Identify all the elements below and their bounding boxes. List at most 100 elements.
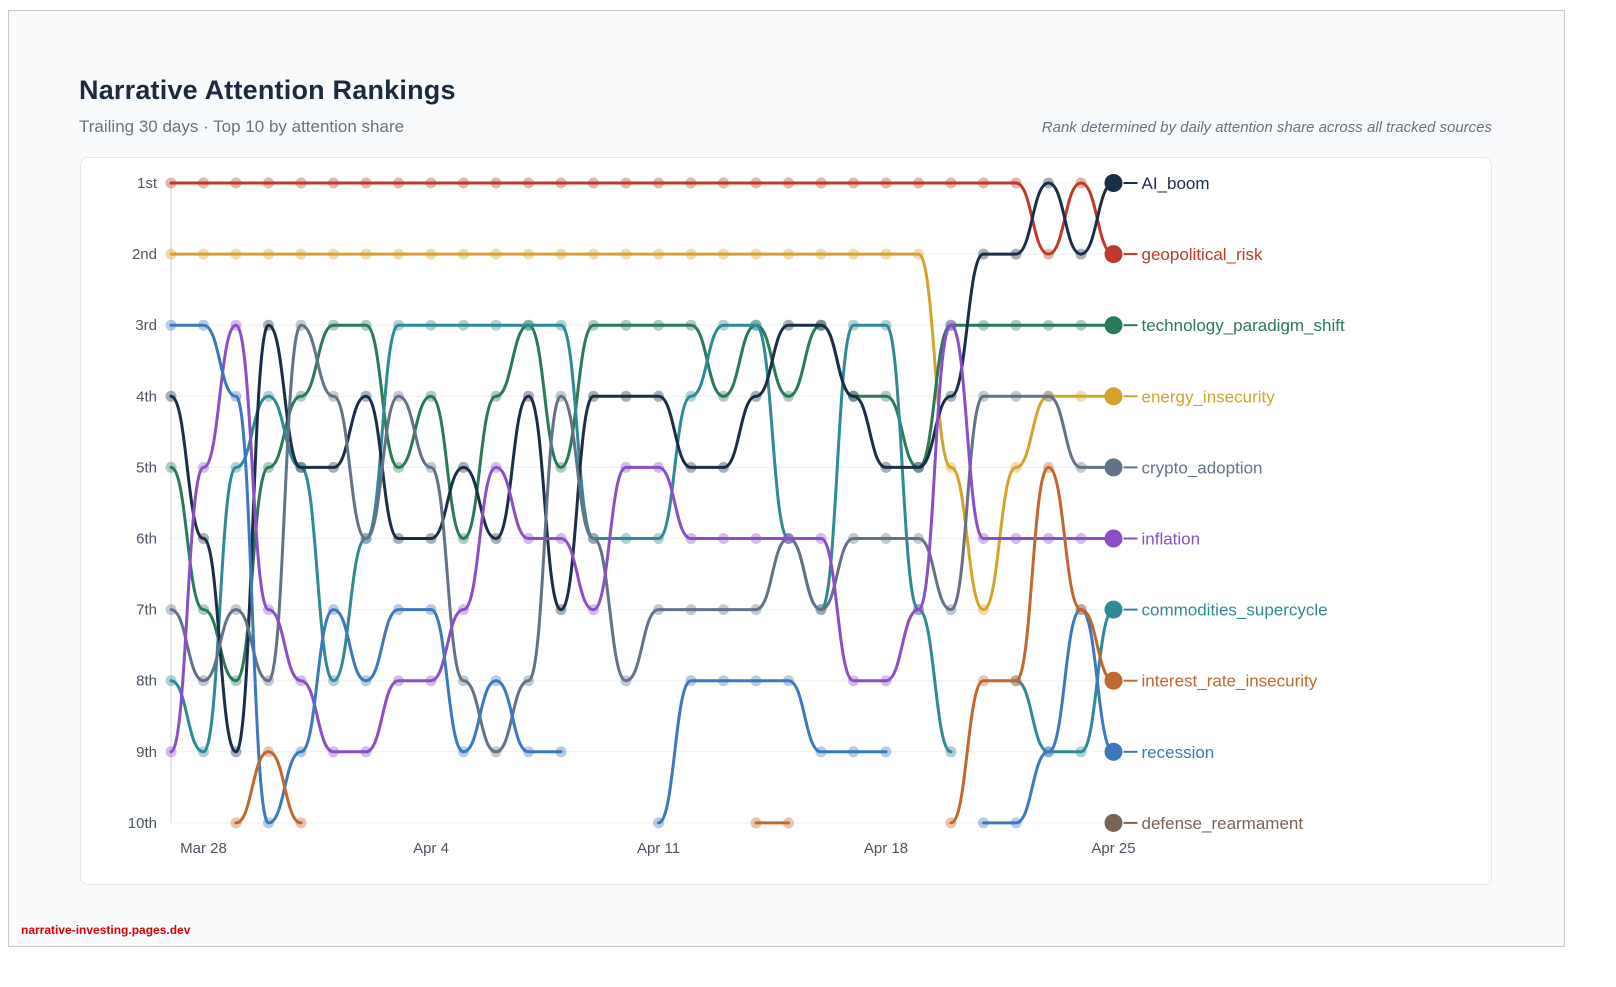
- data-point: [1075, 390, 1087, 402]
- data-point: [588, 533, 599, 544]
- data-point: [588, 604, 599, 616]
- data-point: [523, 390, 534, 402]
- y-tick-label: 5th: [136, 459, 157, 476]
- data-point: [360, 248, 372, 260]
- data-point: [620, 533, 632, 544]
- series-line: [169, 181, 1115, 256]
- data-point: [328, 177, 339, 189]
- data-point: [490, 675, 502, 687]
- data-point: [458, 675, 469, 687]
- data-point: [360, 177, 372, 189]
- data-point: [393, 675, 404, 687]
- series-geopolitical_risk: geopolitical_risk: [165, 177, 1263, 264]
- legend-label: energy_insecurity: [1142, 387, 1276, 406]
- legend-label: inflation: [1142, 530, 1201, 549]
- data-point: [458, 461, 469, 473]
- data-point: [880, 390, 892, 402]
- data-point: [295, 675, 307, 687]
- data-point: [165, 461, 177, 473]
- series-energy_insecurity: energy_insecurity: [165, 248, 1276, 616]
- data-point: [1075, 533, 1087, 544]
- data-point: [328, 746, 339, 758]
- y-tick-label: 1st: [137, 175, 158, 192]
- page-title: Narrative Attention Rankings: [79, 75, 456, 105]
- data-point: [978, 817, 989, 829]
- x-tick-label: Apr 11: [637, 840, 680, 857]
- data-point: [815, 248, 827, 260]
- data-point: [198, 746, 209, 758]
- data-point: [490, 319, 502, 331]
- data-point: [523, 248, 534, 260]
- bump-chart: 1st 2nd 3rd 4th 5th 6th 7th 8th 9th 10th Mar 28 Apr…: [128, 174, 1345, 857]
- data-point: [555, 604, 567, 616]
- series-line: [169, 323, 1115, 754]
- data-point: [1043, 248, 1054, 260]
- data-point: [458, 319, 469, 331]
- end-point: [1104, 742, 1123, 761]
- series-interest_rate_insecurity: interest_rate_insecurity: [230, 461, 1318, 829]
- data-point: [978, 177, 989, 189]
- data-point: [1075, 177, 1087, 189]
- data-point: [588, 248, 599, 260]
- data-point: [425, 248, 437, 260]
- data-point: [1010, 675, 1022, 687]
- data-point: [945, 604, 957, 616]
- data-point: [945, 746, 957, 758]
- data-point: [555, 461, 567, 473]
- data-point: [425, 461, 437, 473]
- series-technology_paradigm_shift: technology_paradigm_shift: [165, 316, 1345, 687]
- data-point: [555, 319, 567, 331]
- data-point: [685, 177, 697, 189]
- data-point: [425, 675, 437, 687]
- data-point: [815, 319, 827, 331]
- data-point: [1043, 746, 1054, 758]
- data-point: [165, 248, 177, 260]
- data-point: [978, 675, 989, 687]
- data-point: [718, 461, 729, 473]
- data-point: [198, 248, 209, 260]
- data-point: [425, 604, 437, 616]
- data-point: [945, 177, 957, 189]
- data-point: [263, 675, 274, 687]
- end-point: [1104, 813, 1123, 832]
- data-point: [653, 390, 664, 402]
- data-point: [815, 604, 827, 616]
- y-tick-label: 9th: [136, 744, 157, 761]
- data-point: [425, 319, 437, 331]
- data-point: [783, 248, 794, 260]
- data-point: [1075, 319, 1087, 331]
- data-point: [750, 533, 762, 544]
- data-point: [913, 177, 924, 189]
- data-point: [523, 177, 534, 189]
- data-point: [783, 177, 794, 189]
- data-point: [393, 533, 404, 544]
- data-point: [490, 533, 502, 544]
- series-inflation: inflation: [165, 319, 1201, 758]
- data-point: [328, 461, 339, 473]
- data-point: [1043, 319, 1054, 331]
- data-point: [1010, 319, 1022, 331]
- data-point: [653, 604, 664, 616]
- data-point: [653, 461, 664, 473]
- data-point: [198, 461, 209, 473]
- data-point: [198, 533, 209, 544]
- data-point: [490, 461, 502, 473]
- data-point: [198, 675, 209, 687]
- data-point: [815, 533, 827, 544]
- data-point: [718, 177, 729, 189]
- end-point: [1104, 174, 1123, 192]
- data-point: [1075, 248, 1087, 260]
- data-point: [620, 319, 632, 331]
- data-point: [295, 817, 307, 829]
- data-point: [230, 817, 242, 829]
- data-point: [263, 817, 274, 829]
- data-point: [653, 177, 664, 189]
- legend-label: technology_paradigm_shift: [1142, 316, 1345, 335]
- data-point: [880, 746, 892, 758]
- data-point: [230, 461, 242, 473]
- data-point: [783, 533, 794, 544]
- data-point: [783, 817, 794, 829]
- data-point: [718, 248, 729, 260]
- end-point: [1104, 671, 1123, 690]
- data-point: [263, 461, 274, 473]
